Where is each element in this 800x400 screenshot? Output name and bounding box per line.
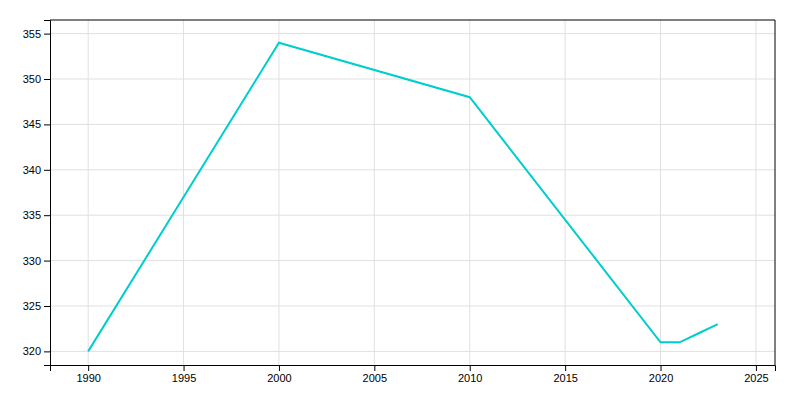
tick: 2025 — [744, 365, 768, 384]
tick: 2020 — [649, 365, 673, 384]
grid-line — [278, 20, 279, 365]
tick-mark — [756, 365, 757, 371]
tick-label: 1995 — [172, 372, 196, 384]
grid-line — [469, 20, 470, 365]
tick: 350 — [23, 73, 50, 85]
chart: 1990 1995 2000 2005 2010 2015 2020 2025 320 325 33… — [0, 0, 800, 400]
grid-line — [50, 351, 775, 352]
grid-line — [183, 20, 184, 365]
grid-line — [374, 20, 375, 365]
grid-line — [565, 20, 566, 365]
tick-mark — [470, 365, 471, 371]
tick-mark — [88, 365, 89, 371]
tick-mark — [44, 261, 50, 262]
tick-label: 355 — [23, 28, 41, 40]
tick-label: 2015 — [553, 372, 577, 384]
y-axis: 320 325 330 335 340 345 350 355 — [23, 21, 51, 366]
tick-mark — [44, 34, 50, 35]
tick: 2000 — [267, 365, 291, 384]
tick-label: 345 — [23, 118, 41, 130]
frame — [50, 20, 775, 21]
tick-label: 1990 — [76, 372, 100, 384]
tick-mark — [44, 79, 50, 80]
tick-label: 2020 — [649, 372, 673, 384]
grid-line — [50, 169, 775, 170]
tick-mark — [184, 365, 185, 371]
tick: 2005 — [363, 365, 387, 384]
tick: 1990 — [76, 365, 100, 384]
tick-label: 2025 — [744, 372, 768, 384]
tick: 325 — [23, 300, 50, 312]
grid-line — [88, 20, 89, 365]
tick-label: 320 — [23, 345, 41, 357]
frame — [775, 20, 776, 365]
tick-label: 325 — [23, 300, 41, 312]
tick: 355 — [23, 28, 50, 40]
tick-mark — [374, 365, 375, 371]
tick-label: 2010 — [458, 372, 482, 384]
tick-mark — [565, 365, 566, 371]
grid-line — [755, 20, 756, 365]
axis-line — [51, 366, 776, 372]
tick: 1995 — [172, 365, 196, 384]
tick-label: 2000 — [267, 372, 291, 384]
grid-line — [50, 305, 775, 306]
tick-label: 335 — [23, 209, 41, 221]
grid-line — [50, 260, 775, 261]
tick: 330 — [23, 255, 50, 267]
tick-label: 340 — [23, 164, 41, 176]
tick-mark — [44, 124, 50, 125]
tick-mark — [44, 306, 50, 307]
grid-line — [50, 215, 775, 216]
tick-label: 330 — [23, 255, 41, 267]
tick: 320 — [23, 345, 50, 357]
axis-line — [44, 21, 51, 366]
tick: 335 — [23, 209, 50, 221]
tick: 2015 — [553, 365, 577, 384]
grid-line — [50, 33, 775, 34]
grid — [50, 20, 775, 365]
tick: 2010 — [458, 365, 482, 384]
tick-mark — [661, 365, 662, 371]
tick-mark — [44, 351, 50, 352]
line — [88, 43, 718, 352]
plot: 1990 1995 2000 2005 2010 2015 2020 2025 320 325 33… — [23, 20, 776, 384]
tick-label: 2005 — [363, 372, 387, 384]
tick-mark — [44, 215, 50, 216]
grid-line — [50, 79, 775, 80]
tick-mark — [44, 170, 50, 171]
grid-line — [50, 124, 775, 125]
grid-line — [660, 20, 661, 365]
x-axis: 1990 1995 2000 2005 2010 2015 2020 2025 — [51, 365, 776, 384]
marks — [88, 43, 718, 352]
tick: 340 — [23, 164, 50, 176]
tick-mark — [279, 365, 280, 371]
tick: 345 — [23, 118, 50, 130]
tick-label: 350 — [23, 73, 41, 85]
